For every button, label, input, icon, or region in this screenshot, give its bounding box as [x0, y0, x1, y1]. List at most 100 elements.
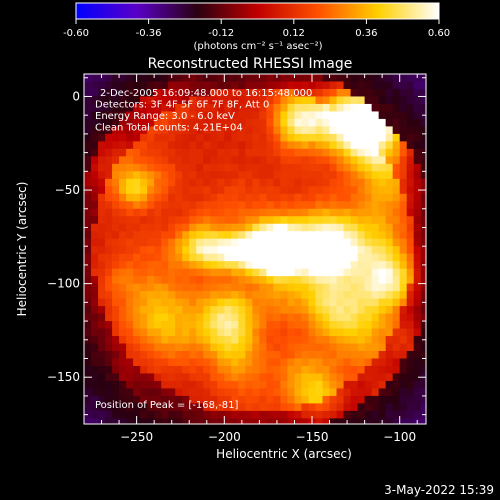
heatmap-cell: [210, 216, 218, 225]
heatmap-cell: [343, 88, 352, 98]
heatmap-cell: [350, 418, 359, 425]
heatmap-cell: [175, 171, 183, 180]
heatmap-cell: [119, 403, 127, 412]
heatmap-cell: [420, 118, 427, 128]
heatmap-cell: [259, 193, 267, 202]
heatmap-cell: [189, 298, 197, 307]
heatmap-cell: [378, 201, 387, 210]
heatmap-cell: [413, 216, 422, 225]
heatmap-cell: [343, 328, 352, 337]
heatmap-cell: [210, 81, 218, 90]
heatmap-cell: [147, 313, 155, 322]
heatmap-cell: [231, 268, 239, 277]
heatmap-cell: [336, 291, 345, 300]
heatmap-cell: [350, 388, 359, 397]
heatmap-cell: [161, 81, 169, 90]
heatmap-cell: [231, 418, 239, 425]
heatmap-cell: [119, 186, 127, 195]
heatmap-cell: [168, 223, 176, 232]
heatmap-cell: [322, 88, 331, 98]
heatmap-cell: [224, 118, 232, 128]
heatmap-cell: [280, 365, 289, 375]
heatmap-cell: [364, 148, 373, 157]
x-tick-label: −150: [296, 430, 329, 444]
heatmap-cell: [182, 380, 190, 390]
heatmap-cell: [168, 380, 176, 390]
heatmap-cell: [154, 231, 162, 240]
heatmap-cell: [392, 208, 401, 217]
heatmap-cell: [98, 388, 106, 397]
heatmap-cell: [161, 111, 169, 120]
heatmap-cell: [280, 163, 289, 172]
heatmap-cell: [84, 208, 92, 217]
heatmap-cell: [154, 395, 162, 405]
heatmap-cell: [203, 201, 211, 210]
heatmap-cell: [238, 298, 246, 307]
heatmap-cell: [266, 156, 275, 165]
heatmap-cell: [133, 163, 141, 172]
heatmap-cell: [154, 291, 162, 300]
heatmap-cell: [182, 276, 190, 285]
heatmap-cell: [231, 186, 239, 195]
heatmap-cell: [315, 351, 324, 360]
heatmap-cell: [322, 373, 331, 382]
heatmap-cell: [392, 418, 401, 425]
heatmap-cell: [301, 148, 310, 157]
heatmap-cell: [413, 268, 422, 277]
heatmap-cell: [266, 283, 275, 292]
heatmap-cell: [203, 351, 211, 360]
heatmap-cell: [84, 388, 92, 397]
heatmap-cell: [385, 343, 394, 352]
heatmap-cell: [406, 395, 415, 405]
heatmap-cell: [329, 291, 338, 300]
heatmap-cell: [210, 261, 218, 270]
heatmap-cell: [357, 388, 366, 397]
heatmap-cell: [322, 201, 331, 210]
heatmap-cell: [231, 118, 239, 128]
heatmap-cell: [273, 133, 282, 142]
heatmap-cell: [273, 103, 282, 113]
heatmap-cell: [252, 193, 260, 202]
heatmap-cell: [357, 253, 366, 262]
heatmap-cell: [189, 358, 197, 367]
heatmap-cell: [168, 178, 176, 187]
heatmap-cell: [161, 373, 169, 382]
heatmap-cell: [84, 96, 92, 105]
heatmap-cell: [168, 231, 176, 240]
heatmap-cell: [140, 193, 148, 202]
heatmap-cell: [133, 306, 141, 315]
heatmap-cell: [203, 96, 211, 105]
heatmap-cell: [385, 81, 394, 90]
heatmap-cell: [91, 261, 99, 270]
heatmap-cell: [420, 208, 427, 217]
heatmap-cell: [343, 276, 352, 285]
heatmap-cell: [119, 88, 127, 98]
heatmap-cell: [315, 96, 324, 105]
heatmap-cell: [182, 313, 190, 322]
heatmap-cell: [217, 313, 225, 322]
heatmap-cell: [231, 410, 239, 419]
heatmap-cell: [231, 358, 239, 367]
heatmap-cell: [182, 268, 190, 277]
heatmap-cell: [231, 336, 239, 345]
heatmap-cell: [168, 156, 176, 165]
heatmap-cell: [133, 201, 141, 210]
heatmap-cell: [238, 178, 246, 187]
heatmap-cell: [420, 388, 427, 397]
annotation-line: 2-Dec-2005 16:09:48.000 to 16:15:48.000: [100, 88, 312, 99]
heatmap-cell: [308, 298, 317, 307]
heatmap-cell: [371, 231, 380, 240]
annotations: 2-Dec-2005 16:09:48.000 to 16:15:48.000D…: [95, 88, 312, 134]
heatmap-cell: [357, 306, 366, 315]
heatmap-cell: [336, 418, 345, 425]
heatmap-cell: [273, 373, 282, 382]
heatmap-cell: [112, 395, 120, 405]
heatmap-cell: [126, 351, 134, 360]
heatmap-cell: [392, 403, 401, 412]
heatmap-cell: [371, 373, 380, 382]
heatmap-cell: [308, 380, 317, 390]
heatmap-cell: [301, 88, 310, 98]
heatmap-cell: [238, 306, 246, 315]
heatmap-cell: [322, 268, 331, 277]
heatmap-cell: [392, 216, 401, 225]
